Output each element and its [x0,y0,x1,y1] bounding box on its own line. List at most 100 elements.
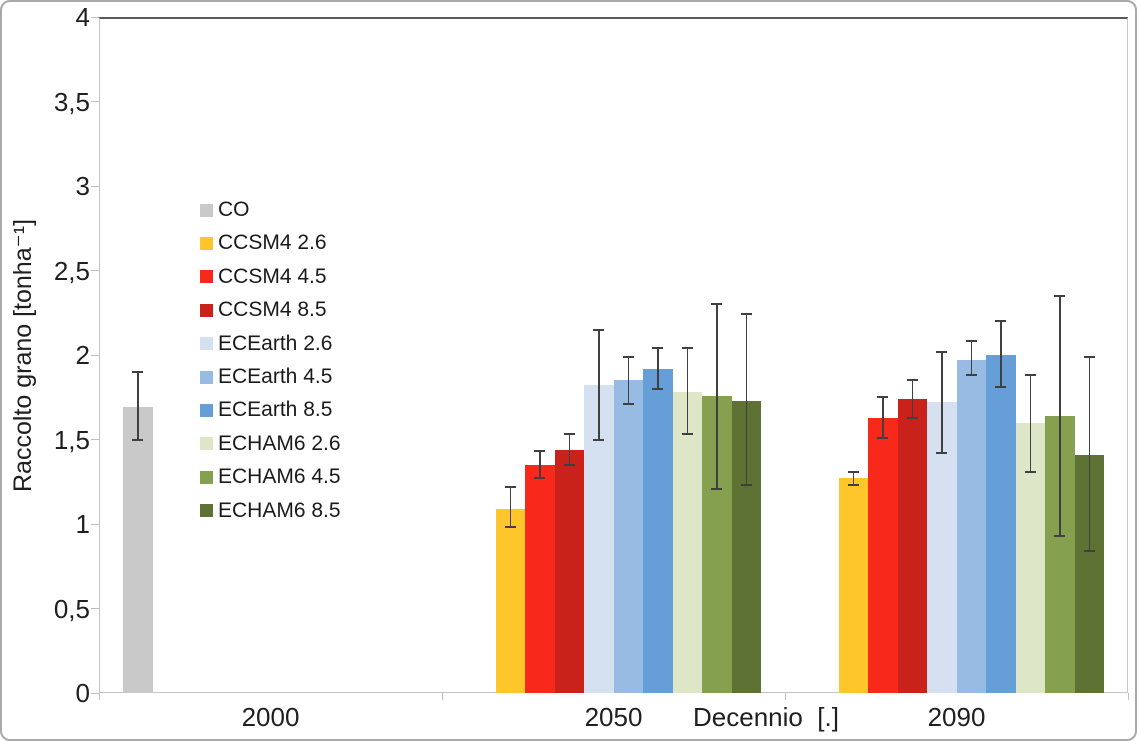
error-cap-bottom-ecearth-2-6-2090 [936,452,948,455]
error-bar-ccsm4-4-5-2050 [539,451,541,479]
error-bar-co-2000 [137,371,139,440]
error-cap-bottom-echam6-4-5-2050 [711,487,723,490]
y-axis-tick-label-3,5: 3,5 [53,86,90,117]
legend-label-ecearth-4-5: ECEarth 4.5 [218,365,333,388]
error-cap-top-ccsm4-8-5-2050 [563,433,575,436]
y-axis-tick-0 [91,692,99,694]
error-bar-ccsm4-8-5-2090 [911,380,913,418]
error-cap-top-echam6-2-6-2050 [681,347,693,350]
error-cap-top-echam6-8-5-2090 [1083,355,1095,358]
error-cap-top-ecearth-8-5-2090 [995,320,1007,323]
legend-item-ccsm4-2-6: CCSM4 2.6 [200,227,327,260]
bar-ecearth-8-5-2050 [643,368,673,693]
error-cap-top-co-2000 [132,370,144,373]
error-cap-bottom-ecearth-8-5-2090 [995,386,1007,389]
error-cap-top-echam6-8-5-2050 [740,313,752,316]
legend-label-echam6-8-5: ECHAM6 8.5 [218,498,341,522]
error-cap-bottom-ccsm4-2-6-2050 [504,526,516,529]
legend-swatch-ecearth-4-5 [200,370,213,384]
error-cap-bottom-echam6-4-5-2090 [1054,534,1066,537]
legend-item-co: CO [200,194,250,227]
bar-ccsm4-8-5-2050 [554,449,584,693]
bar-ecearth-4-5-2050 [613,380,643,693]
x-axis-title: Decennio [.] [693,702,839,732]
error-cap-top-ecearth-4-5-2050 [622,355,634,358]
error-bar-ecearth-4-5-2050 [627,356,629,404]
legend-swatch-echam6-4-5 [200,470,213,484]
y-axis-tick-label-1: 1 [75,509,90,539]
error-cap-top-ccsm4-2-6-2090 [847,470,859,473]
error-cap-bottom-ccsm4-8-5-2090 [906,416,918,419]
error-bar-echam6-4-5-2050 [716,304,718,489]
error-cap-bottom-ccsm4-4-5-2050 [534,477,546,480]
legend-swatch-ccsm4-8-5 [200,303,213,317]
x-axis-tick-1 [442,693,443,700]
error-cap-bottom-echam6-2-6-2050 [681,433,693,436]
bar-ccsm4-2-6-2050 [495,508,525,693]
error-cap-bottom-ccsm4-2-6-2090 [847,484,859,487]
error-cap-bottom-echam6-2-6-2090 [1024,470,1036,473]
legend-swatch-echam6-2-6 [200,437,213,451]
error-bar-ecearth-4-5-2090 [970,341,972,376]
y-axis-tick-1,5 [91,439,99,440]
bar-ccsm4-4-5-2050 [525,464,555,693]
error-bar-echam6-4-5-2090 [1059,295,1061,536]
y-axis-tick-1 [91,523,99,525]
error-cap-top-ecearth-4-5-2090 [965,340,977,343]
error-bar-echam6-2-6-2090 [1029,375,1031,472]
error-cap-top-ecearth-8-5-2050 [652,347,664,350]
x-axis-label-2090: 2090 [927,702,986,732]
legend-swatch-echam6-8-5 [200,504,213,518]
legend-swatch-ccsm4-2-6 [200,236,213,250]
y-axis-tick-label-2,5: 2,5 [53,255,90,286]
y-axis-tick-3 [91,185,99,187]
legend-label-ccsm4-8-5: CCSM4 8.5 [218,298,327,322]
legend-label-ccsm4-4-5: CCSM4 4.5 [218,264,327,288]
error-bar-ecearth-2-6-2090 [941,351,943,453]
error-bar-ccsm4-8-5-2050 [568,434,570,465]
y-axis-tick-label-0: 0 [75,678,90,708]
error-cap-top-ecearth-2-6-2090 [936,350,948,353]
legend-item-ecearth-2-6: ECEarth 2.6 [200,327,332,360]
legend-item-echam6-8-5: ECHAM6 8.5 [200,494,341,527]
error-bar-echam6-8-5-2090 [1088,356,1090,552]
error-cap-bottom-ecearth-4-5-2090 [965,374,977,377]
bar-echam6-2-6-2050 [672,392,702,693]
x-axis-tick-2 [785,693,786,700]
legend-label-co: CO [218,198,250,221]
error-cap-bottom-ecearth-4-5-2050 [622,403,634,405]
bar-ecearth-4-5-2090 [956,360,986,693]
y-axis-tick-3,5 [91,101,99,102]
error-bar-ccsm4-4-5-2090 [882,397,884,438]
error-cap-bottom-co-2000 [132,438,144,441]
x-axis-tick-0 [99,693,100,700]
error-cap-bottom-ccsm4-4-5-2090 [877,436,889,439]
legend-item-ecearth-4-5: ECEarth 4.5 [200,361,332,394]
legend-swatch-ecearth-8-5 [200,403,213,417]
error-cap-bottom-ecearth-2-6-2050 [593,438,605,441]
error-bar-echam6-8-5-2050 [745,314,747,486]
bar-co-2000 [123,407,153,693]
legend-label-ecearth-8-5: ECEarth 8.5 [218,398,333,422]
y-axis-tick-label-1,5: 1,5 [53,424,90,455]
legend-label-echam6-4-5: ECHAM6 4.5 [218,465,341,489]
y-axis-tick-label-3: 3 [75,171,90,201]
legend-item-echam6-4-5: ECHAM6 4.5 [200,461,341,494]
x-axis-label-2000: 2000 [241,702,300,732]
error-cap-top-echam6-4-5-2050 [711,303,723,306]
y-axis-tick-label-4: 4 [75,2,90,32]
error-cap-top-ccsm4-4-5-2050 [534,450,546,453]
error-bar-ecearth-8-5-2050 [657,348,659,389]
y-axis-tick-label-2: 2 [75,340,90,370]
legend-label-echam6-2-6: ECHAM6 2.6 [218,431,341,455]
error-cap-top-ccsm4-2-6-2050 [504,485,516,488]
error-cap-top-ccsm4-4-5-2090 [877,396,889,399]
legend-swatch-co [200,203,213,217]
legend-label-ecearth-2-6: ECEarth 2.6 [218,331,333,355]
error-cap-bottom-echam6-8-5-2050 [740,484,752,487]
x-axis-label-2050: 2050 [584,702,643,732]
bar-ccsm4-2-6-2090 [838,478,868,693]
error-bar-ecearth-2-6-2050 [598,329,600,440]
error-bar-ecearth-8-5-2090 [1000,321,1002,388]
